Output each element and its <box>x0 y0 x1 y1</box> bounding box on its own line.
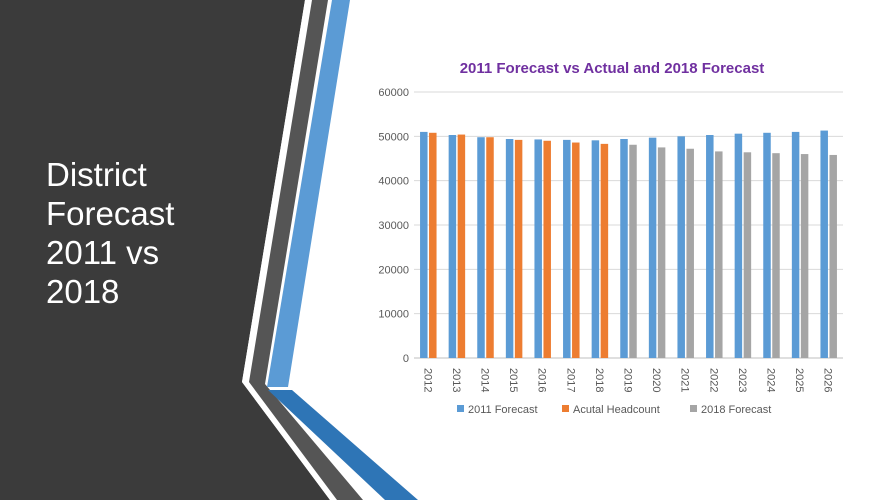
x-axis-ticks: 2012 2013 2014 2015 2016 2017 2018 2019 2020 2021… <box>421 368 833 392</box>
bar-2011-forecast-2022 <box>706 135 714 358</box>
bar-2018-forecast-2020 <box>657 147 666 358</box>
y-tick-label: 50000 <box>378 131 409 143</box>
x-tick-label: 2025 <box>793 368 805 392</box>
bar-2011-forecast-2025 <box>791 131 800 358</box>
bar-2018-forecast-2022 <box>715 151 723 358</box>
bar-acutal-headcount-2016 <box>543 140 551 358</box>
bar-2011-forecast-2017 <box>563 139 571 358</box>
y-tick-label: 30000 <box>378 220 409 232</box>
y-tick-label: 20000 <box>378 264 409 276</box>
bar-2018-forecast-2023 <box>743 152 752 358</box>
bar-2011-forecast-2020 <box>648 137 657 358</box>
x-tick-label: 2013 <box>450 368 462 392</box>
bar-2018-forecast-2021 <box>686 148 694 358</box>
x-tick-label: 2017 <box>564 368 576 392</box>
legend-label: 2018 Forecast <box>701 404 771 416</box>
x-tick-label: 2026 <box>822 368 834 392</box>
y-axis-ticks: 0 10000 20000 30000 40000 50000 60000 <box>378 87 409 365</box>
chart-title: 2011 Forecast vs Actual and 2018 Forecas… <box>460 60 765 77</box>
bar-2011-forecast-2021 <box>677 136 685 358</box>
slide-title: District Forecast 2011 vs 2018 <box>46 155 246 311</box>
bar-2011-forecast-2023 <box>734 133 743 358</box>
bar-2011-forecast-2019 <box>620 138 628 358</box>
y-tick-label: 0 <box>403 353 409 365</box>
y-tick-label: 40000 <box>378 176 409 188</box>
x-tick-label: 2015 <box>507 368 519 392</box>
bar-2011-forecast-2024 <box>763 132 771 358</box>
bar-2011-forecast-2015 <box>505 138 514 358</box>
bar-2018-forecast-2026 <box>829 154 837 358</box>
x-tick-label: 2014 <box>479 368 491 392</box>
legend: 2011 Forecast Acutal Headcount 2018 Foreca… <box>457 404 771 416</box>
x-tick-label: 2024 <box>765 368 777 392</box>
x-tick-label: 2023 <box>736 368 748 392</box>
slide-title-line: 2011 vs <box>46 234 160 271</box>
x-tick-label: 2016 <box>536 368 548 392</box>
bar-acutal-headcount-2015 <box>514 139 523 358</box>
bar-2018-forecast-2019 <box>629 144 637 358</box>
x-tick-label: 2020 <box>650 368 662 392</box>
bar-2011-forecast-2018 <box>591 140 600 358</box>
bar-acutal-headcount-2014 <box>486 137 494 358</box>
y-tick-label: 10000 <box>378 309 409 321</box>
blue-stripe <box>267 0 350 387</box>
grid <box>414 91 843 359</box>
bar-2011-forecast-2014 <box>477 137 485 358</box>
x-tick-label: 2021 <box>679 368 691 392</box>
bar-acutal-headcount-2013 <box>457 134 466 358</box>
legend-label: Acutal Headcount <box>573 404 660 416</box>
x-tick-label: 2022 <box>707 368 719 392</box>
bars <box>420 130 837 358</box>
legend-swatch <box>457 405 464 412</box>
legend-item: 2018 Forecast <box>690 404 771 416</box>
legend-item: 2011 Forecast <box>457 404 538 416</box>
x-tick-label: 2012 <box>421 368 433 392</box>
blue-bottom-accent <box>268 390 418 500</box>
legend-swatch <box>690 405 697 412</box>
bar-2011-forecast-2026 <box>820 130 828 358</box>
x-tick-label: 2018 <box>593 368 605 392</box>
white-stripe <box>242 0 337 500</box>
bar-acutal-headcount-2018 <box>600 143 609 358</box>
bar-2011-forecast-2012 <box>420 131 428 358</box>
bar-2011-forecast-2016 <box>534 139 542 358</box>
gray-stripe <box>249 0 363 500</box>
dark-panel <box>0 0 330 500</box>
bar-acutal-headcount-2017 <box>572 142 580 358</box>
legend-item: Acutal Headcount <box>562 404 660 416</box>
bar-2018-forecast-2024 <box>772 153 780 358</box>
legend-label: 2011 Forecast <box>468 404 538 416</box>
slide-title-line: 2018 <box>46 273 120 310</box>
bar-2018-forecast-2025 <box>800 154 809 358</box>
slide-title-line: Forecast <box>46 195 175 232</box>
slide-title-line: District <box>46 156 147 193</box>
x-tick-label: 2019 <box>622 368 634 392</box>
legend-swatch <box>562 405 569 412</box>
bar-acutal-headcount-2012 <box>429 132 437 358</box>
y-tick-label: 60000 <box>378 87 409 99</box>
bar-2011-forecast-2013 <box>448 135 457 358</box>
